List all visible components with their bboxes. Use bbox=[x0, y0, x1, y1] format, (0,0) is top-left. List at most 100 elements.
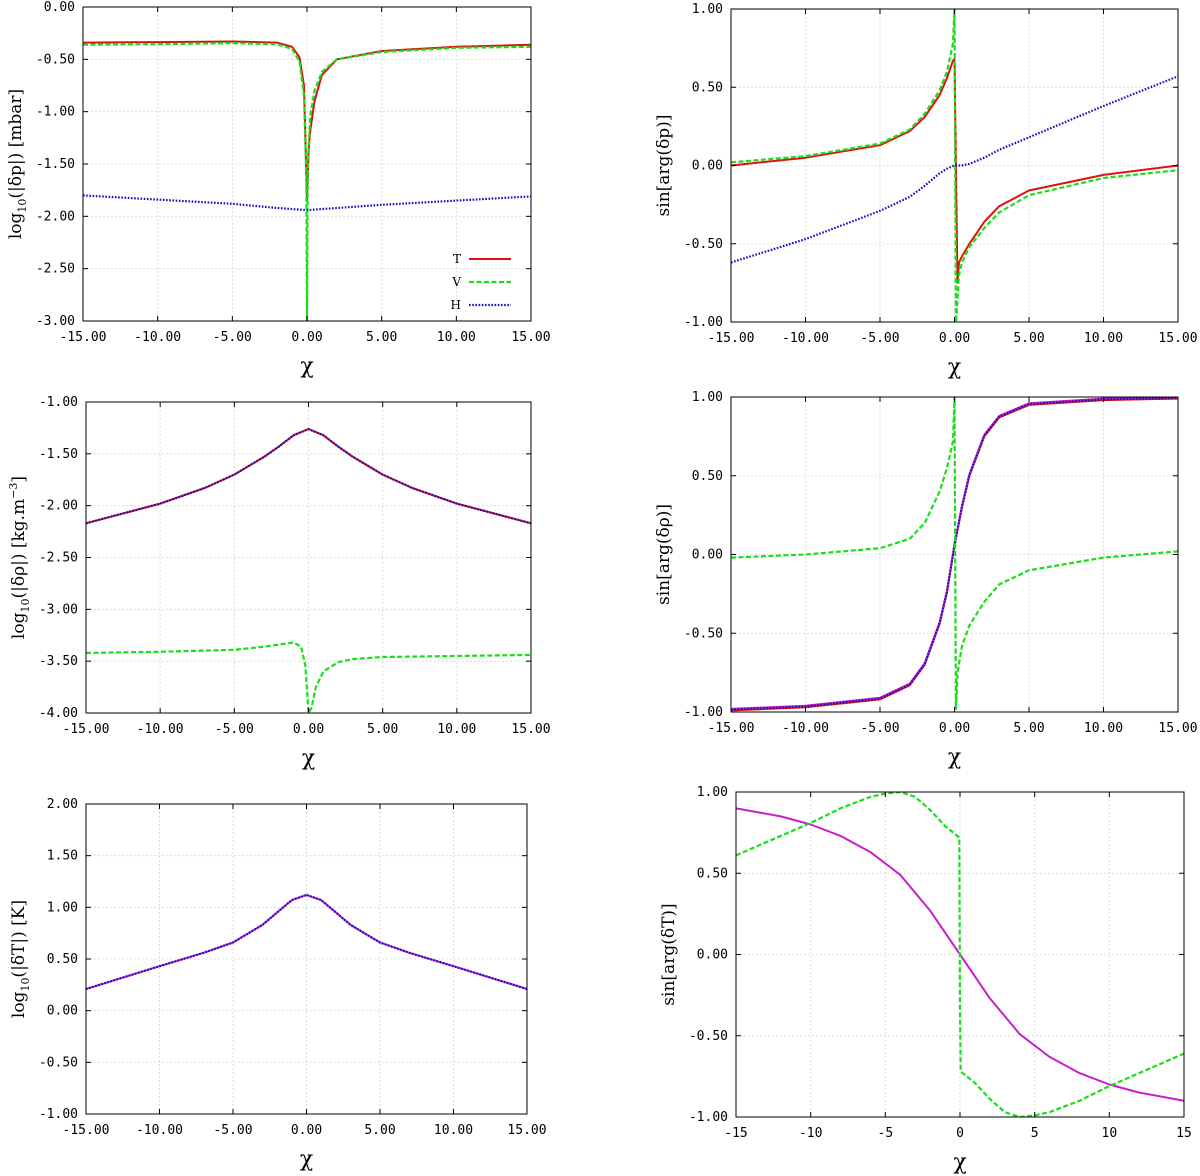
x-tick-label: 0.00 bbox=[291, 1123, 322, 1138]
series-line-V bbox=[83, 42, 531, 321]
x-tick-label: -5.00 bbox=[860, 331, 899, 346]
y-axis-label-part: −3 bbox=[7, 483, 20, 499]
y-tick-label: -1.00 bbox=[684, 705, 723, 720]
x-tick-label: 15.00 bbox=[1158, 721, 1197, 736]
series-group bbox=[86, 427, 531, 713]
y-tick-label: 0.00 bbox=[692, 159, 723, 174]
x-tick-label: -15.00 bbox=[63, 1123, 110, 1138]
chart-p2: -15.00 -10.00 -5.00 0.00 5.00 10.00 15.00 -1.00… bbox=[654, 2, 1198, 380]
y-tick-label: 0.00 bbox=[44, 0, 75, 15]
x-tick-label: 5.00 bbox=[1013, 721, 1044, 736]
y-axis-label-part: log bbox=[6, 213, 26, 240]
y-axis-label-part: 10 bbox=[19, 599, 32, 613]
x-tick-label: 10.00 bbox=[434, 1123, 473, 1138]
x-tick-label: 5 bbox=[1031, 1126, 1039, 1141]
y-tick-label: 0.50 bbox=[47, 952, 78, 967]
y-tick-label: -1.50 bbox=[39, 447, 78, 462]
x-tick-label: 10.00 bbox=[1084, 721, 1123, 736]
x-tick-label: 0.00 bbox=[939, 721, 970, 736]
series-line-V bbox=[731, 9, 1178, 322]
x-axis-label: χ bbox=[300, 1147, 313, 1172]
y-tick-label: -0.50 bbox=[689, 1029, 728, 1044]
y-tick-label: -1.00 bbox=[39, 1107, 78, 1122]
y-tick-label: -0.50 bbox=[684, 626, 723, 641]
y-tick-label: -1.00 bbox=[39, 395, 78, 410]
series-group bbox=[86, 893, 527, 991]
legend-label-H: H bbox=[451, 298, 461, 312]
chart-p1: -15.00 -10.00 -5.00 0.00 5.00 10.00 15.00 -3.00… bbox=[6, 0, 551, 379]
x-axis-label: χ bbox=[953, 1150, 966, 1175]
y-tick-label: -3.50 bbox=[39, 654, 78, 669]
x-tick-label: 15.00 bbox=[511, 330, 550, 345]
y-axis-label-part: (|δT|) [K] bbox=[9, 900, 29, 978]
x-tick-label: -15.00 bbox=[708, 331, 755, 346]
chart-p4: -15.00 -10.00 -5.00 0.00 5.00 10.00 15.00 -1.00… bbox=[654, 390, 1198, 770]
series-line-V bbox=[736, 792, 1184, 1117]
x-tick-label: 0.00 bbox=[939, 331, 970, 346]
y-axis-label-part: 10 bbox=[16, 199, 29, 213]
y-tick-label: 0.00 bbox=[692, 548, 723, 563]
y-tick-label: 2.00 bbox=[47, 797, 78, 812]
series-line-V bbox=[731, 397, 1178, 710]
y-tick-label: -3.00 bbox=[36, 314, 75, 329]
x-tick-label: 15.00 bbox=[1158, 331, 1197, 346]
x-tick-label: -5.00 bbox=[215, 722, 254, 737]
y-tick-label: 1.00 bbox=[692, 2, 723, 17]
series-line-H bbox=[83, 194, 531, 212]
x-axis-label: χ bbox=[948, 745, 961, 770]
x-tick-label: -10 bbox=[799, 1126, 822, 1141]
chart-p5: -15.00 -10.00 -5.00 0.00 5.00 10.00 15.00 -1.00… bbox=[9, 797, 547, 1172]
y-tick-label: -2.00 bbox=[39, 499, 78, 514]
chart-p3: -15.00 -10.00 -5.00 0.00 5.00 10.00 15.00 -4.00… bbox=[7, 395, 551, 771]
x-tick-label: -10.00 bbox=[782, 331, 829, 346]
x-tick-label: -15 bbox=[724, 1126, 747, 1141]
y-tick-label: -2.00 bbox=[36, 209, 75, 224]
y-tick-label: 1.00 bbox=[47, 900, 78, 915]
legend-label-V: V bbox=[451, 275, 461, 289]
series-line-H bbox=[731, 75, 1178, 264]
y-tick-label: 0.00 bbox=[697, 948, 728, 963]
series-group bbox=[731, 9, 1178, 322]
y-tick-label: 1.50 bbox=[47, 849, 78, 864]
y-tick-label: 1.00 bbox=[692, 390, 723, 405]
y-axis-label-part: ] bbox=[9, 476, 29, 483]
x-tick-label: 10.00 bbox=[437, 330, 476, 345]
y-axis-label-part: 10 bbox=[19, 978, 32, 992]
y-tick-label: -3.00 bbox=[39, 602, 78, 617]
y-axis-label-part: sin[arg(δp)] bbox=[654, 115, 674, 217]
x-tick-label: -5.00 bbox=[860, 721, 899, 736]
series-line-magenta bbox=[86, 893, 527, 990]
y-axis-label-part: log bbox=[9, 612, 29, 639]
y-tick-label: -1.00 bbox=[689, 1110, 728, 1125]
chart-p6: -15 -10 -5 0 5 10 15 -1.00 -0.50 0.00 0.50 1.00 χ sin… bbox=[659, 785, 1192, 1175]
x-tick-label: 5.00 bbox=[367, 722, 398, 737]
y-tick-label: -2.50 bbox=[39, 551, 78, 566]
y-axis-label-part: (|δρ|) [kg.m bbox=[9, 499, 29, 599]
legend-label-T: T bbox=[453, 252, 461, 266]
y-tick-label: 0.50 bbox=[697, 866, 728, 881]
x-tick-label: -15.00 bbox=[708, 721, 755, 736]
x-tick-label: 15.00 bbox=[511, 722, 550, 737]
x-tick-label: 10.00 bbox=[437, 722, 476, 737]
x-tick-label: -5 bbox=[878, 1126, 894, 1141]
y-axis-label: sin[arg(δρ)] bbox=[654, 504, 674, 605]
y-axis-label-part: log bbox=[9, 991, 29, 1018]
series-line-V bbox=[86, 641, 531, 713]
x-axis-label: χ bbox=[302, 746, 315, 771]
x-tick-label: -10.00 bbox=[782, 721, 829, 736]
x-tick-label: 0 bbox=[956, 1126, 964, 1141]
y-tick-label: -0.50 bbox=[39, 1055, 78, 1070]
x-tick-label: 5.00 bbox=[1013, 331, 1044, 346]
y-tick-label: -4.00 bbox=[39, 706, 78, 721]
series-group bbox=[736, 792, 1184, 1117]
x-tick-label: 5.00 bbox=[366, 330, 397, 345]
x-tick-label: -15.00 bbox=[63, 722, 110, 737]
x-tick-label: 10 bbox=[1102, 1126, 1118, 1141]
y-tick-label: 0.50 bbox=[692, 80, 723, 95]
series-line-T bbox=[731, 58, 1178, 284]
y-tick-label: 0.00 bbox=[47, 1004, 78, 1019]
x-tick-label: 0.00 bbox=[293, 722, 324, 737]
x-tick-label: -5.00 bbox=[213, 1123, 252, 1138]
series-group bbox=[83, 40, 531, 321]
